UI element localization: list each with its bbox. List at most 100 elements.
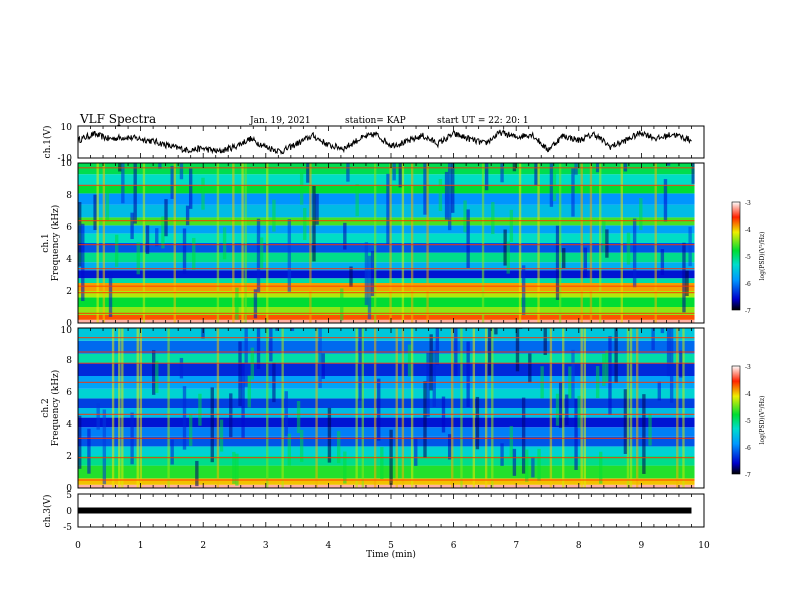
spectral-sferic [216,328,220,488]
spectral-streak [666,163,671,166]
time-tick-label: 0 [75,541,81,551]
spectral-streak [648,413,652,446]
spectral-streak [691,163,695,184]
spectral-streak [87,428,91,474]
ch1-ytick-bottom: -10 [58,154,73,164]
spectral-band [78,388,695,399]
spectral-streak [78,202,82,267]
spectral-streak [571,168,575,217]
spectral-streak [170,165,174,199]
spectral-streak [423,381,427,458]
spectral-streak [571,349,575,404]
ch2-colorbar-tick: -3 [745,364,751,371]
spectral-sferic [281,328,284,488]
spectral-sferic [626,328,630,488]
time-tick-label: 6 [451,541,457,551]
spectral-streak [96,403,100,430]
spectral-sferic [451,328,454,488]
ch2-spectrogram-image [78,328,704,488]
spectral-streak [346,163,350,182]
spectral-streak [287,219,292,292]
figure-title: VLF Spectra [79,112,156,126]
time-axis-label: Time (min) [366,549,416,560]
ch1-spec-ytick: 8 [66,191,72,201]
spectral-sferic [232,163,235,323]
spectral-streak [235,453,239,486]
spectral-band [78,340,695,354]
spectral-sferic [537,163,540,323]
spectral-streak [133,163,137,224]
spectral-streak [284,391,288,437]
time-tick-label: 10 [698,541,710,551]
spectral-streak [130,212,134,240]
spectral-sferic [484,328,488,488]
spectral-streak [201,328,205,339]
ch1-spec-ytick: 4 [66,255,72,265]
spectral-streak [164,199,168,237]
ch2-colorbar: -3 -4 -5 -6 -7 log(PSD)(V²/Hz) [731,364,766,479]
spectral-streak [136,242,140,275]
spectral-sferic [266,163,269,323]
ch1-colorbar-bar [731,201,741,311]
spectral-streak [682,242,686,313]
spectral-streak [414,437,418,466]
spectral-streak [336,431,341,464]
spectral-streak [386,173,390,244]
spectral-streak [605,229,609,258]
spectral-streak [642,394,646,474]
spectral-streak [303,207,307,240]
spectral-streak [432,350,436,407]
spectral-streak [565,394,569,426]
ch2-channel-label: ch.2 [41,398,51,417]
ch1-colorbar-tick: -7 [745,308,751,315]
spectral-streak [398,163,403,188]
spectral-sferic [241,163,244,323]
ch3-waveform-frame [77,493,705,528]
ch1-waveform-line [77,128,692,155]
spectral-sferic [361,328,365,488]
spectral-band [78,315,695,320]
spectral-band [78,484,695,488]
spectral-streak [188,413,193,446]
spectral-streak [447,434,452,460]
spectral-streak [241,363,245,439]
spectral-streak [195,460,199,487]
spectral-sferic [309,163,312,323]
spectral-streak [494,328,498,335]
spectral-streak [626,232,631,265]
spectral-streak [179,357,184,379]
spectral-sferic [118,328,121,488]
spectral-streak [574,163,578,175]
ch1-spec-ytick: 10 [61,159,73,169]
spectral-band [78,252,695,263]
spectral-streak [188,168,193,209]
spectral-sferic [580,163,583,323]
ch1-spec-ytick: 0 [66,319,72,329]
spectral-band [78,270,695,279]
spectral-sferic [121,328,124,488]
spectral-streak [543,328,547,355]
ch2-spec-ytick: 2 [66,452,72,462]
spectral-streak [392,163,396,181]
spectral-sferic [460,328,463,488]
spectral-streak [364,242,369,306]
spectral-streak [444,171,449,220]
spectral-sferic [96,163,99,323]
ch2-spec-ytick: 0 [66,484,72,494]
ch2-colorbar-tick: -6 [745,445,751,452]
spectral-streak [253,289,258,319]
spectral-streak [688,226,692,267]
ch2-colorbar-tick: -4 [745,391,751,398]
spectral-streak [114,234,119,267]
ch3-ytick: 5 [66,491,72,501]
spectral-sferic [682,328,685,488]
spectral-streak [602,353,606,386]
spectral-streak [380,447,384,480]
spectral-streak [105,188,110,221]
spectral-streak [525,449,529,482]
spectral-streak [506,241,510,274]
spectral-streak [349,266,353,287]
spectral-streak [158,163,162,169]
spectral-streak [528,353,532,383]
spectral-streak [299,429,304,462]
